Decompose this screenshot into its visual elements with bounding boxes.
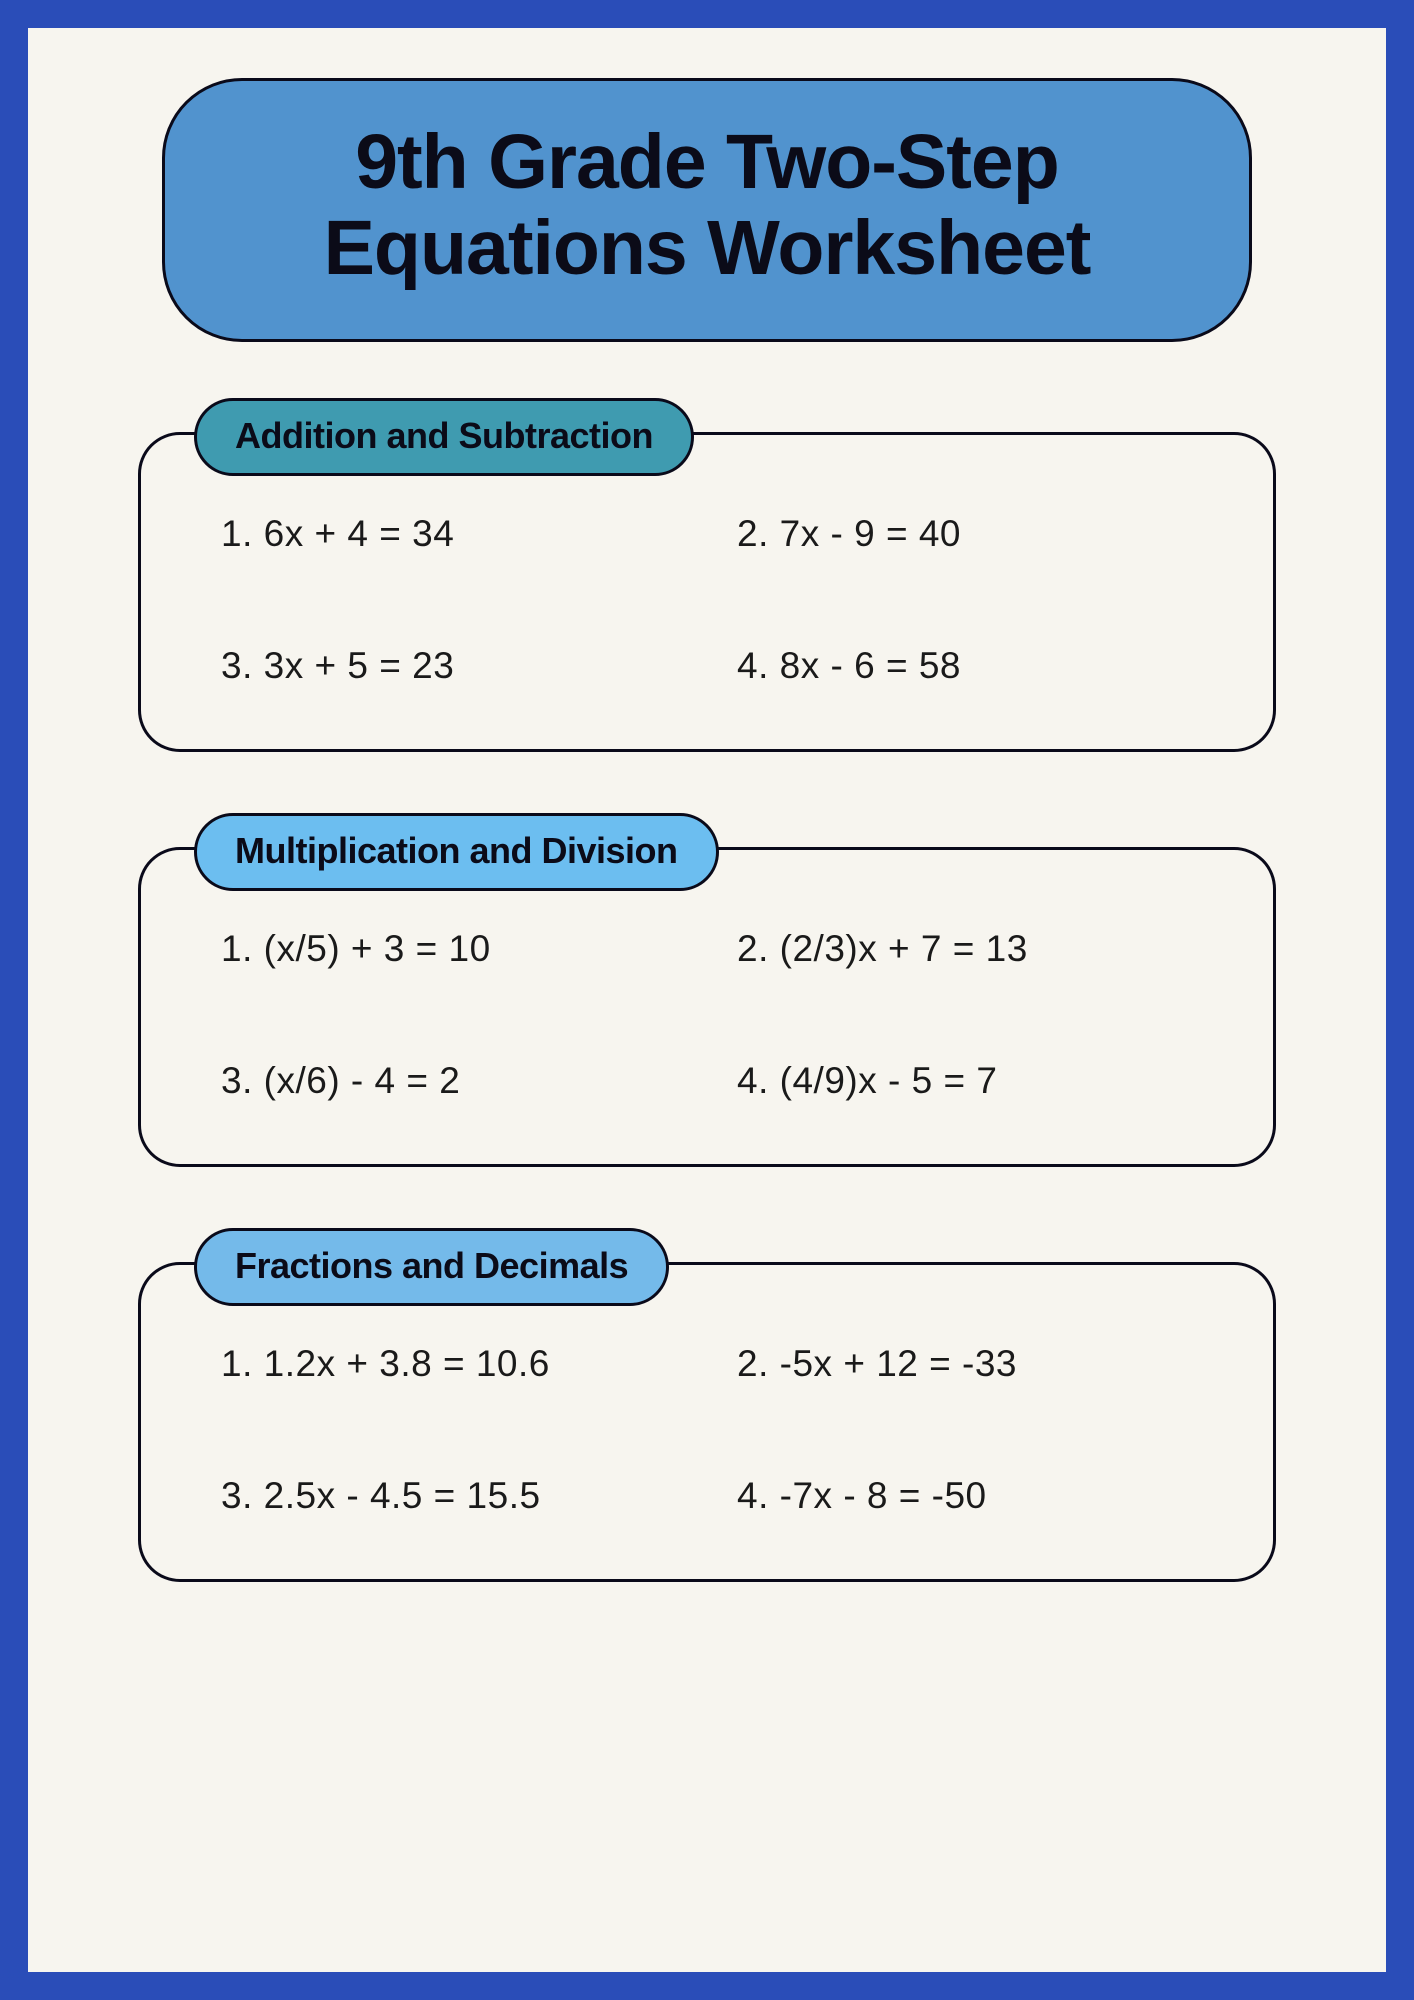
problem-item: 1. 1.2x + 3.8 = 10.6 [221,1343,697,1385]
problem-item: 3. (x/6) - 4 = 2 [221,1060,697,1102]
problem-item: 1. 6x + 4 = 34 [221,513,697,555]
problem-item: 2. 7x - 9 = 40 [737,513,1213,555]
problem-item: 4. -7x - 8 = -50 [737,1475,1213,1517]
section-addition-subtraction: Addition and Subtraction 1. 6x + 4 = 34 … [138,432,1276,752]
worksheet-page: 9th Grade Two-Step Equations Worksheet A… [28,28,1386,1972]
problems-grid: 1. 6x + 4 = 34 2. 7x - 9 = 40 3. 3x + 5 … [221,513,1213,687]
problem-item: 2. (2/3)x + 7 = 13 [737,928,1213,970]
title-pill: 9th Grade Two-Step Equations Worksheet [162,78,1252,342]
section-fractions-decimals: Fractions and Decimals 1. 1.2x + 3.8 = 1… [138,1262,1276,1582]
section-box: 1. 1.2x + 3.8 = 10.6 2. -5x + 12 = -33 3… [138,1262,1276,1582]
section-label: Multiplication and Division [194,813,719,891]
problem-item: 2. -5x + 12 = -33 [737,1343,1213,1385]
problem-item: 3. 2.5x - 4.5 = 15.5 [221,1475,697,1517]
section-multiplication-division: Multiplication and Division 1. (x/5) + 3… [138,847,1276,1167]
section-label: Fractions and Decimals [194,1228,669,1306]
section-box: 1. (x/5) + 3 = 10 2. (2/3)x + 7 = 13 3. … [138,847,1276,1167]
problems-grid: 1. (x/5) + 3 = 10 2. (2/3)x + 7 = 13 3. … [221,928,1213,1102]
problem-item: 3. 3x + 5 = 23 [221,645,697,687]
problem-item: 1. (x/5) + 3 = 10 [221,928,697,970]
worksheet-title: 9th Grade Two-Step Equations Worksheet [225,119,1189,291]
problem-item: 4. (4/9)x - 5 = 7 [737,1060,1213,1102]
problem-item: 4. 8x - 6 = 58 [737,645,1213,687]
section-label: Addition and Subtraction [194,398,694,476]
problems-grid: 1. 1.2x + 3.8 = 10.6 2. -5x + 12 = -33 3… [221,1343,1213,1517]
section-box: 1. 6x + 4 = 34 2. 7x - 9 = 40 3. 3x + 5 … [138,432,1276,752]
